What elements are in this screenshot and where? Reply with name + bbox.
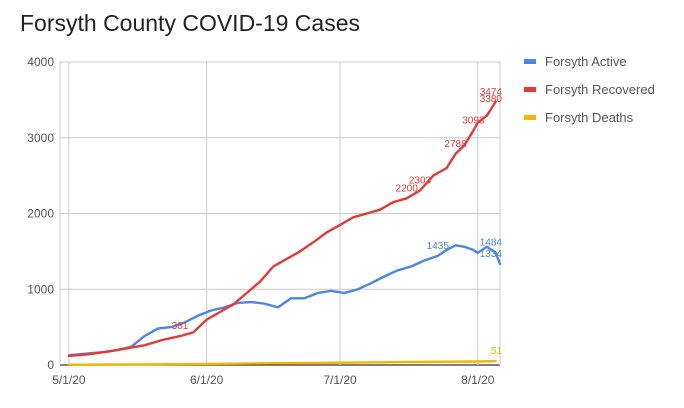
y-tick-label: 2000 bbox=[27, 207, 54, 221]
data-label: 2200 bbox=[396, 183, 419, 194]
data-label: 1435 bbox=[427, 241, 450, 252]
x-tick-label: 5/1/20 bbox=[52, 373, 86, 387]
y-tick-label: 1000 bbox=[27, 282, 54, 296]
data-label: 1484 bbox=[480, 238, 503, 249]
data-label: 1334 bbox=[480, 249, 503, 260]
y-tick-label: 4000 bbox=[27, 55, 54, 69]
legend-label: Forsyth Recovered bbox=[545, 82, 655, 97]
data-label: 3380 bbox=[480, 94, 503, 105]
data-label: 51 bbox=[491, 346, 503, 357]
x-tick-label: 6/1/20 bbox=[190, 373, 224, 387]
series-line-2 bbox=[67, 359, 497, 366]
chart-title: Forsyth County COVID-19 Cases bbox=[20, 10, 361, 36]
legend: Forsyth Active Forsyth Recovered Forsyth D… bbox=[524, 54, 655, 125]
data-label: 2788 bbox=[444, 139, 467, 150]
legend-label: Forsyth Deaths bbox=[545, 110, 634, 125]
legend-swatch bbox=[524, 115, 536, 120]
x-tick-label: 8/1/20 bbox=[461, 373, 495, 387]
legend-label: Forsyth Active bbox=[545, 54, 627, 69]
x-axis-ticks: 5/1/20 6/1/20 7/1/20 8/1/20 bbox=[52, 373, 495, 387]
data-label: 3093 bbox=[462, 116, 485, 127]
y-tick-label: 0 bbox=[47, 358, 54, 372]
legend-swatch bbox=[524, 87, 536, 92]
data-label: 2303 bbox=[409, 176, 432, 187]
data-label: 3474 bbox=[480, 87, 503, 98]
legend-swatch bbox=[524, 59, 536, 64]
data-label: 381 bbox=[172, 321, 189, 332]
y-axis-ticks: 0 1000 2000 3000 4000 bbox=[27, 55, 54, 372]
series-lines bbox=[67, 100, 502, 366]
y-tick-label: 3000 bbox=[27, 131, 54, 145]
gridlines bbox=[59, 61, 501, 366]
series-line-0 bbox=[67, 244, 502, 357]
series-line-1 bbox=[67, 100, 497, 358]
x-tick-label: 7/1/20 bbox=[323, 373, 357, 387]
